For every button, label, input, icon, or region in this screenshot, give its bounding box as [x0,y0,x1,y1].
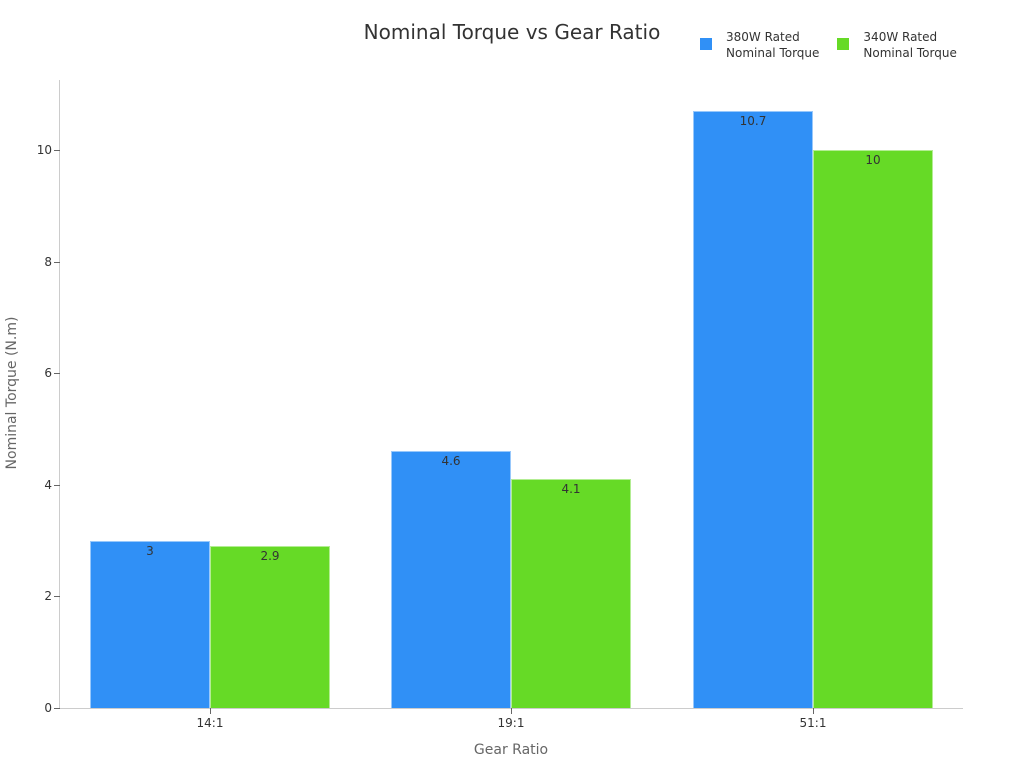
bar[interactable] [90,540,210,708]
y-tick-label: 4 [44,477,52,492]
bar[interactable] [210,546,330,708]
legend-swatch-340w [837,38,850,50]
y-tick-label: 10 [36,143,52,157]
legend-item-380w[interactable]: 380W Rated Nominal Torque [700,29,819,61]
legend-label-380w: 380W Rated Nominal Torque [726,30,820,60]
legend-swatch-380w [700,38,712,50]
y-tick-label: 2 [44,589,52,604]
y-tick-label: 6 [44,366,52,381]
y-tick [54,373,60,375]
legend-item-340w[interactable]: 340W Rated Nominal Torque [837,29,957,61]
x-tick [813,708,814,714]
y-axis-title: Nominal Torque (N.m) [4,316,20,470]
bar[interactable] [391,451,511,708]
x-tick-label: 51:1 [799,716,827,730]
x-tick [511,708,512,714]
y-tick [54,596,60,598]
legend-label-340w: 340W Rated Nominal Torque [863,30,957,60]
y-tick-label: 8 [44,254,52,269]
bar-value-label: 4.1 [561,482,581,497]
y-tick [54,150,60,151]
x-axis-title: Gear Ratio [473,742,549,758]
y-tick [54,261,60,263]
y-axis-line [59,80,60,709]
y-tick [54,484,60,486]
bar-value-label: 10.7 [739,113,767,128]
bar[interactable] [693,110,813,708]
y-tick-label: 0 [44,701,52,715]
bar-value-label: 3 [146,543,154,558]
y-tick [54,708,60,709]
x-tick [210,708,211,714]
bar-value-label: 4.6 [441,454,461,469]
bar[interactable] [511,479,631,708]
bar-value-label: 2.9 [260,549,280,564]
chart-title: Nominal Torque vs Gear Ratio [363,20,661,44]
bar[interactable] [813,150,933,708]
legend: 380W Rated Nominal Torque 340W Rated Nom… [700,29,957,61]
x-tick-label: 19:1 [497,716,525,730]
x-tick-label: 14:1 [196,716,224,730]
bar-value-label: 10 [865,153,881,167]
